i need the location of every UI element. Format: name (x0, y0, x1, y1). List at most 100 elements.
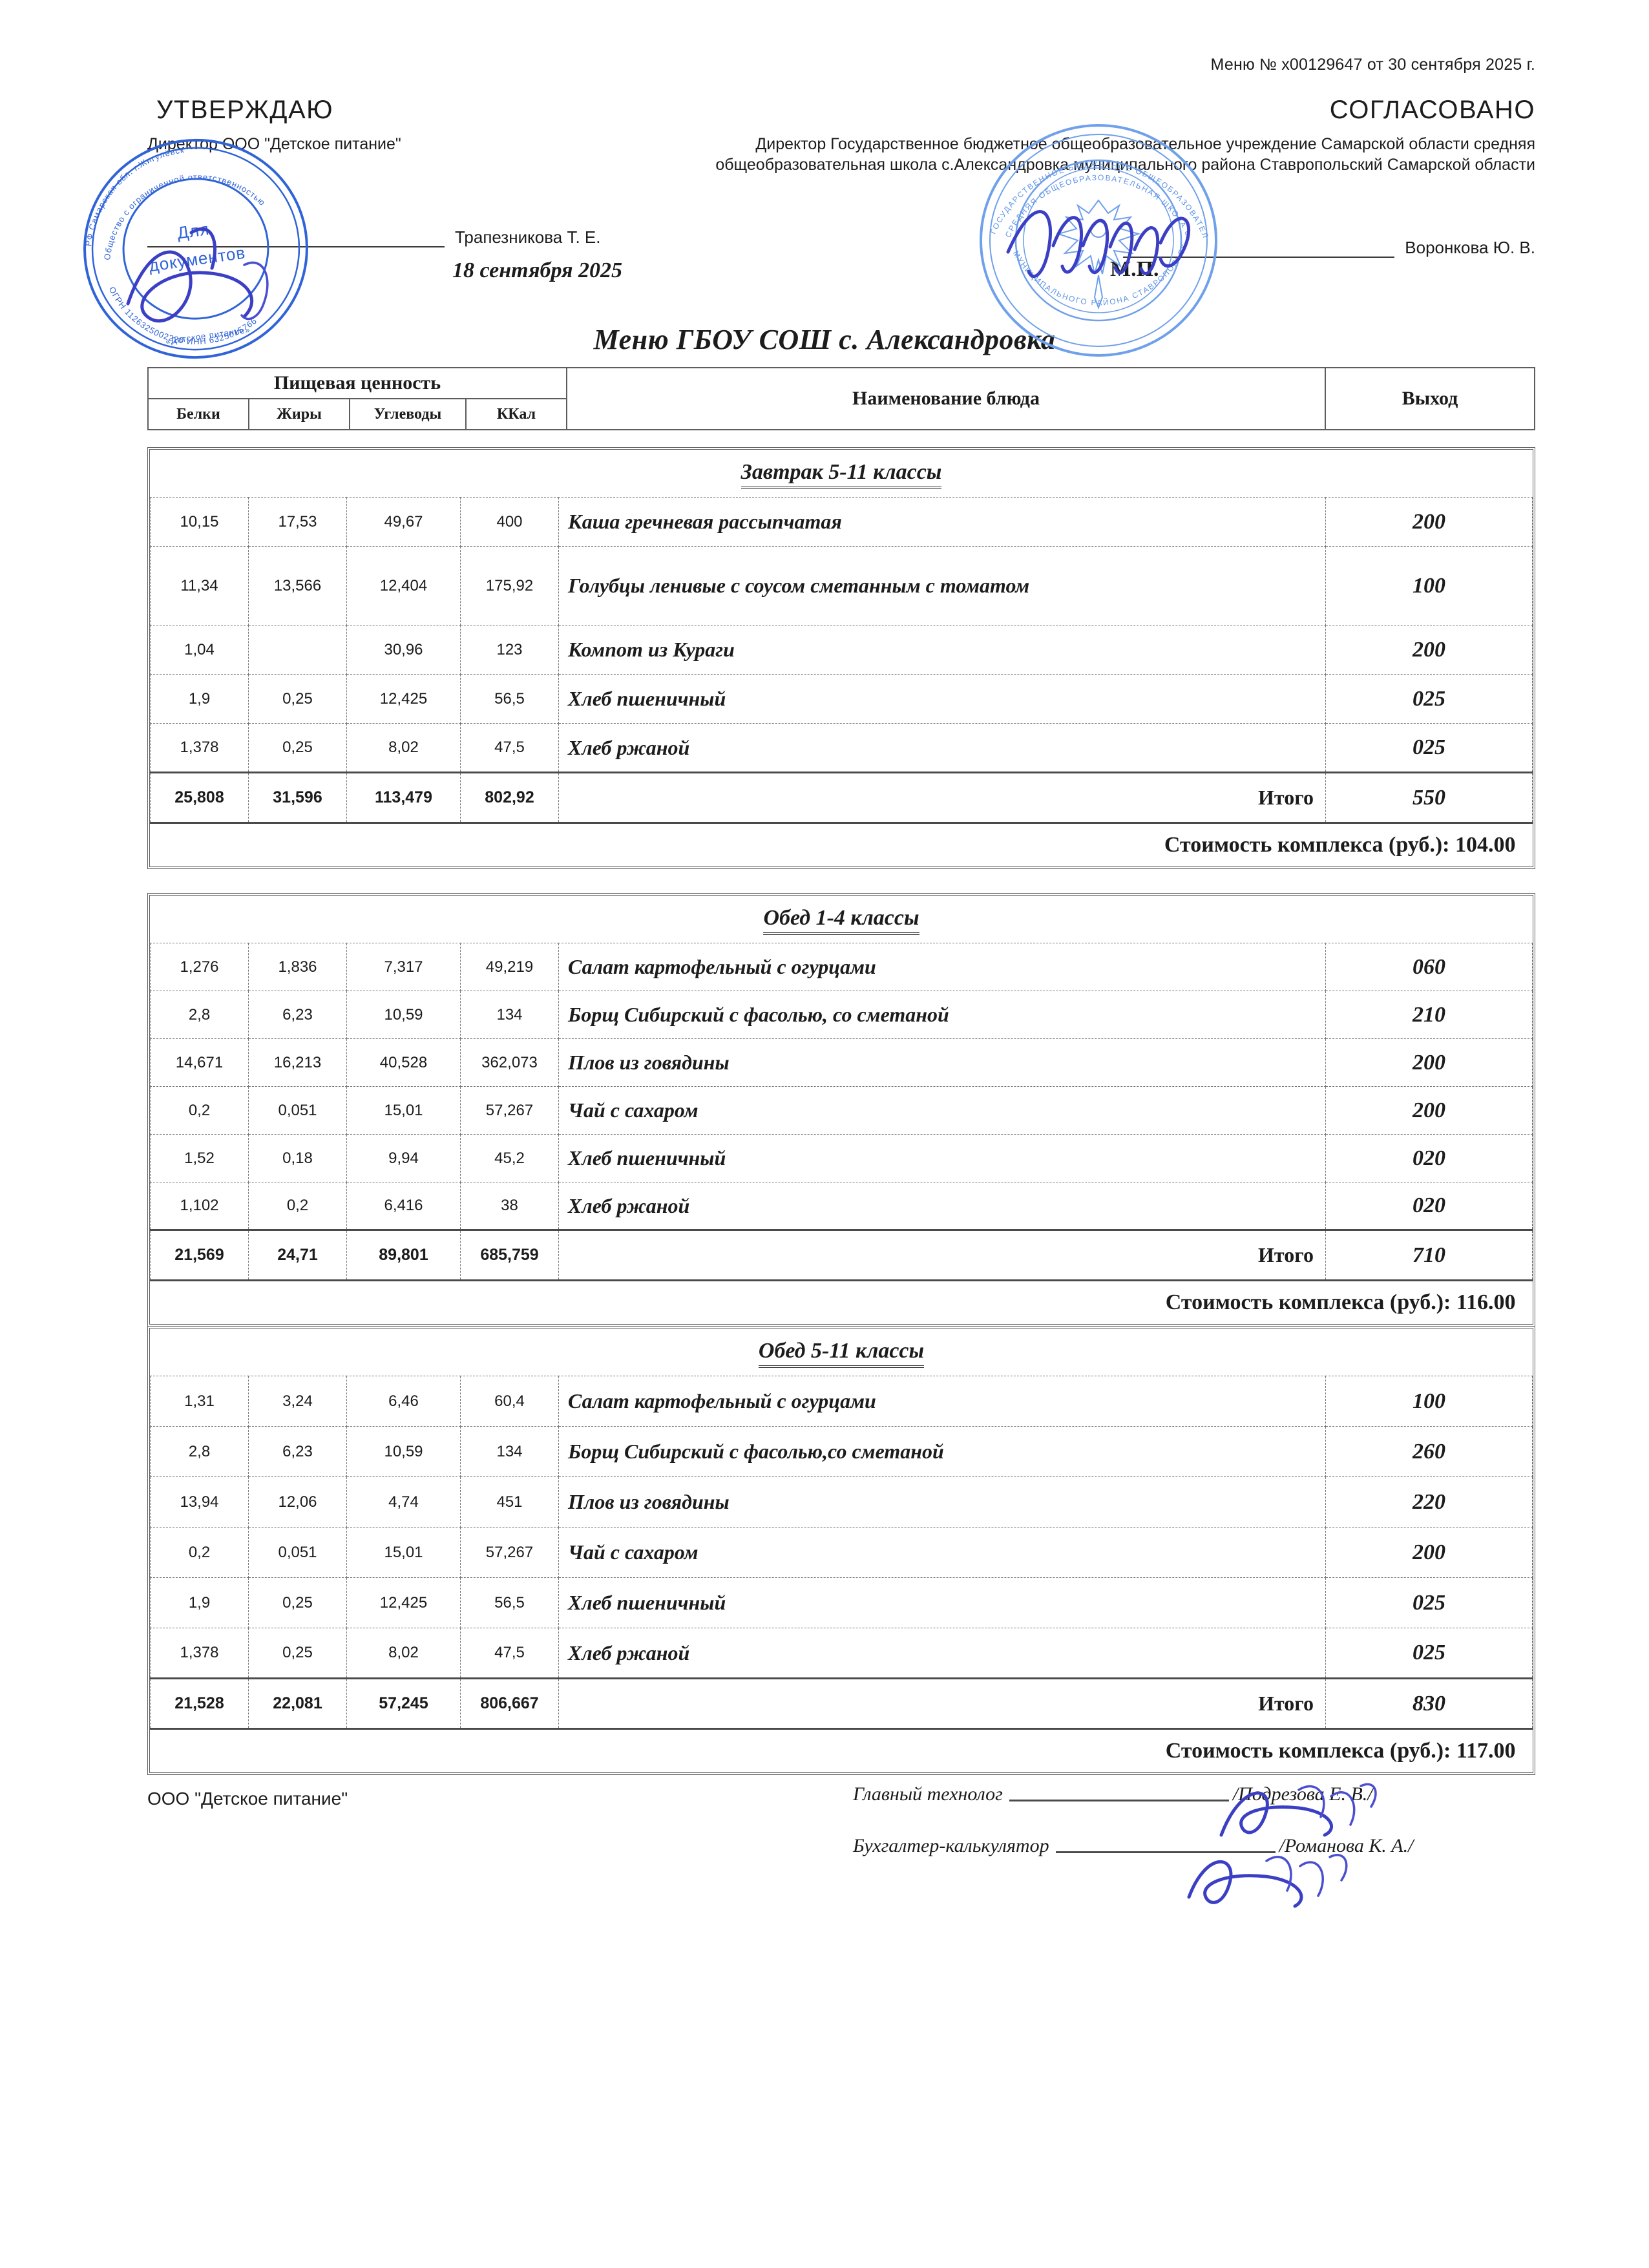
approve-subtitle-left: Директор ООО "Детское питание" (147, 135, 401, 153)
cell-kcal: 45,2 (460, 1134, 559, 1182)
total-kcal: 685,759 (460, 1229, 559, 1281)
cell-carb: 10,59 (346, 991, 461, 1039)
footer-rule (1055, 1851, 1276, 1853)
cell-carb: 15,01 (346, 1527, 461, 1578)
cell-output: 200 (1325, 1086, 1533, 1135)
cell-output: 025 (1325, 1577, 1533, 1628)
table-row: 2,8 6,23 10,59 134 Борщ Сибирский с фасолью,… (150, 991, 1533, 1039)
page-title: Меню ГБОУ СОШ с. Александровка (593, 324, 1056, 355)
cell-fat: 3,24 (248, 1376, 347, 1427)
footer-person-1: /Романова К. А./ (1279, 1835, 1414, 1856)
header-col-carb: Углеводы (349, 398, 467, 430)
cell-protein: 2,8 (150, 1426, 249, 1477)
approve-title-left: УТВЕРЖДАЮ (156, 96, 334, 124)
cell-dish-name: Чай с сахаром (558, 1527, 1326, 1578)
cell-carb: 4,74 (346, 1476, 461, 1528)
cell-protein: 13,94 (150, 1476, 249, 1528)
cell-protein: 11,34 (150, 546, 249, 625)
meal-cost-row: Стоимость комплекса (руб.): 117.00 (150, 1728, 1533, 1772)
meal-cost-row: Стоимость комплекса (руб.): 104.00 (150, 823, 1533, 866)
cell-carb: 30,96 (346, 625, 461, 675)
cell-output: 200 (1325, 1038, 1533, 1087)
cell-kcal: 47,5 (460, 1628, 559, 1679)
svg-text:документов: документов (148, 243, 247, 276)
table-row: 1,102 0,2 6,416 38 Хлеб ржаной 020 (150, 1182, 1533, 1230)
cell-dish-name: Чай с сахаром (558, 1086, 1326, 1135)
table-row: 1,9 0,25 12,425 56,5 Хлеб пшеничный 025 (150, 1577, 1533, 1628)
table-row: 10,15 17,53 49,67 400 Каша гречневая рассыпч… (150, 497, 1533, 547)
cell-kcal: 57,267 (460, 1527, 559, 1578)
meal-block: Завтрак 5-11 классы 10,15 17,53 49,67 400 Каш… (147, 447, 1535, 869)
cell-output: 100 (1325, 1376, 1533, 1427)
cell-protein: 1,04 (150, 625, 249, 675)
cell-kcal: 57,267 (460, 1086, 559, 1135)
cell-kcal: 49,219 (460, 943, 559, 991)
meal-title-row: Обед 1-4 классы (150, 896, 1533, 943)
meal-cost: Стоимость комплекса (руб.): 116.00 (150, 1280, 1533, 1324)
signature-rule (1123, 256, 1395, 258)
cell-dish-name: Борщ Сибирский с фасолью, со сметаной (558, 991, 1326, 1039)
menu-number: Меню № x00129647 от 30 сентября 2025 г. (1210, 56, 1535, 74)
cell-kcal: 47,5 (460, 723, 559, 773)
total-protein: 21,528 (150, 1677, 249, 1730)
cell-carb: 12,425 (346, 674, 461, 724)
cell-kcal: 134 (460, 1426, 559, 1477)
cell-fat: 0,051 (248, 1527, 347, 1578)
cell-dish-name: Голубцы ленивые с соусом сметанным с том… (558, 546, 1326, 625)
table-row: 13,94 12,06 4,74 451 Плов из говядины 220 (150, 1476, 1533, 1528)
cell-protein: 0,2 (150, 1527, 249, 1578)
signature-line-left: Трапезникова Т. Е. (147, 227, 600, 247)
cell-protein: 1,31 (150, 1376, 249, 1427)
approve-title-right: СОГЛАСОВАНО (1329, 96, 1535, 124)
cell-dish-name: Салат картофельный с огурцами (558, 943, 1326, 991)
header-nutrition-group: Пищевая ценность (147, 367, 567, 399)
cell-carb: 8,02 (346, 723, 461, 773)
cell-fat: 17,53 (248, 497, 347, 547)
footer-company: ООО "Детское питание" (147, 1789, 348, 1809)
cell-fat: 0,25 (248, 674, 347, 724)
cell-output: 020 (1325, 1134, 1533, 1182)
table-row: 1,378 0,25 8,02 47,5 Хлеб ржаной 025 (150, 1628, 1533, 1679)
table-row: 0,2 0,051 15,01 57,267 Чай с сахаром 200 (150, 1527, 1533, 1578)
cell-dish-name: Плов из говядины (558, 1476, 1326, 1528)
total-carb: 113,479 (346, 772, 461, 824)
header-col-kcal: ККал (465, 398, 567, 430)
cell-protein: 1,52 (150, 1134, 249, 1182)
cell-dish-name: Хлеб ржаной (558, 1628, 1326, 1679)
cell-output: 025 (1325, 723, 1533, 773)
cell-output: 260 (1325, 1426, 1533, 1477)
total-fat: 22,081 (248, 1677, 347, 1730)
table-total-row: 21,569 24,71 89,801 685,759 Итого 710 (150, 1229, 1533, 1281)
footer-person-0: /Подрезова Е. В./ (1232, 1783, 1373, 1805)
header-col-fat: Жиры (248, 398, 350, 430)
table-row: 1,52 0,18 9,94 45,2 Хлеб пшеничный 020 (150, 1134, 1533, 1182)
cell-fat: 16,213 (248, 1038, 347, 1087)
table-row: 14,671 16,213 40,528 362,073 Плов из говядин… (150, 1038, 1533, 1087)
total-carb: 57,245 (346, 1677, 461, 1730)
cell-fat: 13,566 (248, 546, 347, 625)
meal-cost: Стоимость комплекса (руб.): 117.00 (150, 1728, 1533, 1772)
cell-fat: 6,23 (248, 1426, 347, 1477)
cell-fat: 0,25 (248, 1577, 347, 1628)
meal-title-row: Обед 5-11 классы (150, 1328, 1533, 1376)
signer-name-right: Воронкова Ю. В. (1405, 238, 1535, 257)
total-carb: 89,801 (346, 1229, 461, 1281)
cell-dish-name: Хлеб ржаной (558, 723, 1326, 773)
cell-output: 060 (1325, 943, 1533, 991)
footer-role-1: Бухгалтер-калькулятор (853, 1835, 1049, 1856)
total-protein: 25,808 (150, 772, 249, 824)
cell-kcal: 451 (460, 1476, 559, 1528)
footer-signer-1: Бухгалтер-калькулятор /Романова К. А./ (853, 1835, 1413, 1857)
footer-signer-0: Главный технолог /Подрезова Е. В./ (853, 1783, 1373, 1805)
cell-kcal: 56,5 (460, 1577, 559, 1628)
table-row: 1,04 30,96 123 Компот из Кураги 200 (150, 625, 1533, 675)
cell-dish-name: Салат картофельный с огурцами (558, 1376, 1326, 1427)
cell-fat: 1,836 (248, 943, 347, 991)
header-col-protein: Белки (147, 398, 249, 430)
cell-carb: 6,46 (346, 1376, 461, 1427)
table-row: 11,34 13,566 12,404 175,92 Голубцы ленивые с… (150, 546, 1533, 625)
header-dish-name: Наименование блюда (566, 367, 1326, 430)
cell-carb: 7,317 (346, 943, 461, 991)
cell-kcal: 175,92 (460, 546, 559, 625)
